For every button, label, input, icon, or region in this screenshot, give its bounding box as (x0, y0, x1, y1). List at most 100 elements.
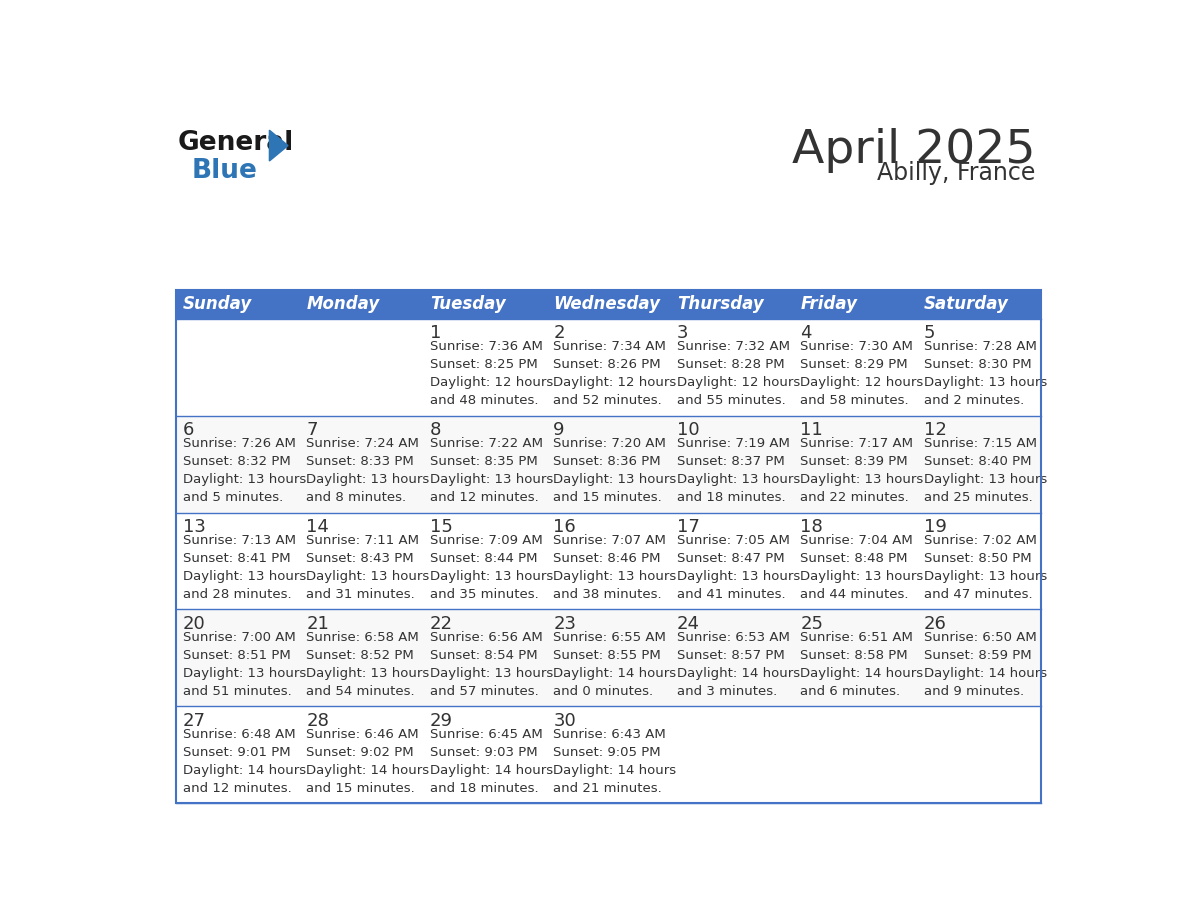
Text: 2: 2 (554, 324, 564, 342)
Bar (795, 416, 918, 512)
Text: Sunrise: 6:58 AM
Sunset: 8:52 PM
Daylight: 13 hours
and 54 minutes.: Sunrise: 6:58 AM Sunset: 8:52 PM Dayligh… (307, 631, 429, 698)
Text: 17: 17 (677, 518, 700, 536)
Bar (671, 610, 795, 706)
Text: 15: 15 (430, 518, 453, 536)
Text: Sunrise: 6:56 AM
Sunset: 8:54 PM
Daylight: 13 hours
and 57 minutes.: Sunrise: 6:56 AM Sunset: 8:54 PM Dayligh… (430, 631, 552, 698)
Bar (918, 416, 1042, 512)
Bar (299, 289, 423, 319)
Text: 10: 10 (677, 421, 700, 439)
Bar (795, 319, 918, 416)
Bar (299, 706, 423, 803)
Text: Monday: Monday (307, 296, 379, 313)
Text: 12: 12 (924, 421, 947, 439)
Text: Sunrise: 7:11 AM
Sunset: 8:43 PM
Daylight: 13 hours
and 31 minutes.: Sunrise: 7:11 AM Sunset: 8:43 PM Dayligh… (307, 534, 429, 601)
Text: Sunrise: 7:00 AM
Sunset: 8:51 PM
Daylight: 13 hours
and 51 minutes.: Sunrise: 7:00 AM Sunset: 8:51 PM Dayligh… (183, 631, 305, 698)
Text: 5: 5 (924, 324, 935, 342)
Bar (299, 610, 423, 706)
Text: Sunrise: 6:45 AM
Sunset: 9:03 PM
Daylight: 14 hours
and 18 minutes.: Sunrise: 6:45 AM Sunset: 9:03 PM Dayligh… (430, 728, 552, 795)
Bar (176, 319, 299, 416)
Text: Sunrise: 7:26 AM
Sunset: 8:32 PM
Daylight: 13 hours
and 5 minutes.: Sunrise: 7:26 AM Sunset: 8:32 PM Dayligh… (183, 437, 305, 504)
Bar (423, 706, 546, 803)
Bar (918, 610, 1042, 706)
Bar (795, 289, 918, 319)
Text: 28: 28 (307, 711, 329, 730)
Text: 13: 13 (183, 518, 206, 536)
Bar (671, 706, 795, 803)
Bar (546, 706, 671, 803)
Text: Friday: Friday (801, 296, 858, 313)
Bar (299, 416, 423, 512)
Text: 20: 20 (183, 615, 206, 633)
Bar (918, 706, 1042, 803)
Text: Sunrise: 7:19 AM
Sunset: 8:37 PM
Daylight: 13 hours
and 18 minutes.: Sunrise: 7:19 AM Sunset: 8:37 PM Dayligh… (677, 437, 800, 504)
Text: Sunrise: 7:05 AM
Sunset: 8:47 PM
Daylight: 13 hours
and 41 minutes.: Sunrise: 7:05 AM Sunset: 8:47 PM Dayligh… (677, 534, 800, 601)
Text: General: General (178, 130, 295, 156)
Text: Sunrise: 7:04 AM
Sunset: 8:48 PM
Daylight: 13 hours
and 44 minutes.: Sunrise: 7:04 AM Sunset: 8:48 PM Dayligh… (801, 534, 923, 601)
Bar (671, 289, 795, 319)
Text: Sunrise: 7:24 AM
Sunset: 8:33 PM
Daylight: 13 hours
and 8 minutes.: Sunrise: 7:24 AM Sunset: 8:33 PM Dayligh… (307, 437, 429, 504)
Bar (546, 289, 671, 319)
Text: Tuesday: Tuesday (430, 296, 505, 313)
Text: Sunrise: 6:50 AM
Sunset: 8:59 PM
Daylight: 14 hours
and 9 minutes.: Sunrise: 6:50 AM Sunset: 8:59 PM Dayligh… (924, 631, 1047, 698)
Text: Abilly, France: Abilly, France (877, 161, 1035, 185)
Text: Sunrise: 7:34 AM
Sunset: 8:26 PM
Daylight: 12 hours
and 52 minutes.: Sunrise: 7:34 AM Sunset: 8:26 PM Dayligh… (554, 341, 676, 408)
Bar (299, 512, 423, 610)
Bar (299, 319, 423, 416)
Bar (795, 610, 918, 706)
Text: Sunrise: 6:43 AM
Sunset: 9:05 PM
Daylight: 14 hours
and 21 minutes.: Sunrise: 6:43 AM Sunset: 9:05 PM Dayligh… (554, 728, 676, 795)
Bar (423, 512, 546, 610)
Text: 1: 1 (430, 324, 441, 342)
Text: 26: 26 (924, 615, 947, 633)
Text: Sunrise: 7:30 AM
Sunset: 8:29 PM
Daylight: 12 hours
and 58 minutes.: Sunrise: 7:30 AM Sunset: 8:29 PM Dayligh… (801, 341, 923, 408)
Text: 6: 6 (183, 421, 194, 439)
Text: Sunrise: 6:55 AM
Sunset: 8:55 PM
Daylight: 14 hours
and 0 minutes.: Sunrise: 6:55 AM Sunset: 8:55 PM Dayligh… (554, 631, 676, 698)
Text: 3: 3 (677, 324, 688, 342)
Text: Sunrise: 7:20 AM
Sunset: 8:36 PM
Daylight: 13 hours
and 15 minutes.: Sunrise: 7:20 AM Sunset: 8:36 PM Dayligh… (554, 437, 676, 504)
Bar (671, 512, 795, 610)
Bar (671, 416, 795, 512)
Text: Sunrise: 6:48 AM
Sunset: 9:01 PM
Daylight: 14 hours
and 12 minutes.: Sunrise: 6:48 AM Sunset: 9:01 PM Dayligh… (183, 728, 305, 795)
Bar (176, 289, 299, 319)
Text: 29: 29 (430, 711, 453, 730)
Bar (546, 416, 671, 512)
Text: 18: 18 (801, 518, 823, 536)
Bar (176, 289, 1042, 803)
Text: Sunrise: 7:07 AM
Sunset: 8:46 PM
Daylight: 13 hours
and 38 minutes.: Sunrise: 7:07 AM Sunset: 8:46 PM Dayligh… (554, 534, 676, 601)
Text: Sunrise: 6:53 AM
Sunset: 8:57 PM
Daylight: 14 hours
and 3 minutes.: Sunrise: 6:53 AM Sunset: 8:57 PM Dayligh… (677, 631, 800, 698)
Bar (423, 416, 546, 512)
Text: Sunday: Sunday (183, 296, 252, 313)
Text: 16: 16 (554, 518, 576, 536)
Text: April 2025: April 2025 (791, 128, 1035, 173)
Text: Sunrise: 7:13 AM
Sunset: 8:41 PM
Daylight: 13 hours
and 28 minutes.: Sunrise: 7:13 AM Sunset: 8:41 PM Dayligh… (183, 534, 305, 601)
Text: 11: 11 (801, 421, 823, 439)
Text: Wednesday: Wednesday (554, 296, 661, 313)
Text: 25: 25 (801, 615, 823, 633)
Bar (423, 610, 546, 706)
Text: Sunrise: 7:36 AM
Sunset: 8:25 PM
Daylight: 12 hours
and 48 minutes.: Sunrise: 7:36 AM Sunset: 8:25 PM Dayligh… (430, 341, 552, 408)
Text: Thursday: Thursday (677, 296, 764, 313)
Text: Sunrise: 7:09 AM
Sunset: 8:44 PM
Daylight: 13 hours
and 35 minutes.: Sunrise: 7:09 AM Sunset: 8:44 PM Dayligh… (430, 534, 552, 601)
Text: Sunrise: 7:15 AM
Sunset: 8:40 PM
Daylight: 13 hours
and 25 minutes.: Sunrise: 7:15 AM Sunset: 8:40 PM Dayligh… (924, 437, 1047, 504)
Text: 7: 7 (307, 421, 317, 439)
Text: 24: 24 (677, 615, 700, 633)
Bar (176, 416, 299, 512)
Bar (671, 319, 795, 416)
Bar (423, 289, 546, 319)
Text: Sunrise: 7:22 AM
Sunset: 8:35 PM
Daylight: 13 hours
and 12 minutes.: Sunrise: 7:22 AM Sunset: 8:35 PM Dayligh… (430, 437, 552, 504)
Bar (918, 319, 1042, 416)
Text: Saturday: Saturday (924, 296, 1009, 313)
Text: 4: 4 (801, 324, 811, 342)
Bar (176, 610, 299, 706)
Text: 8: 8 (430, 421, 441, 439)
Bar (176, 706, 299, 803)
Text: 21: 21 (307, 615, 329, 633)
Text: 22: 22 (430, 615, 453, 633)
Text: 14: 14 (307, 518, 329, 536)
Bar (795, 706, 918, 803)
Bar (918, 289, 1042, 319)
Bar (423, 319, 546, 416)
Text: 23: 23 (554, 615, 576, 633)
Text: Sunrise: 6:51 AM
Sunset: 8:58 PM
Daylight: 14 hours
and 6 minutes.: Sunrise: 6:51 AM Sunset: 8:58 PM Dayligh… (801, 631, 923, 698)
Text: 9: 9 (554, 421, 564, 439)
Text: 19: 19 (924, 518, 947, 536)
